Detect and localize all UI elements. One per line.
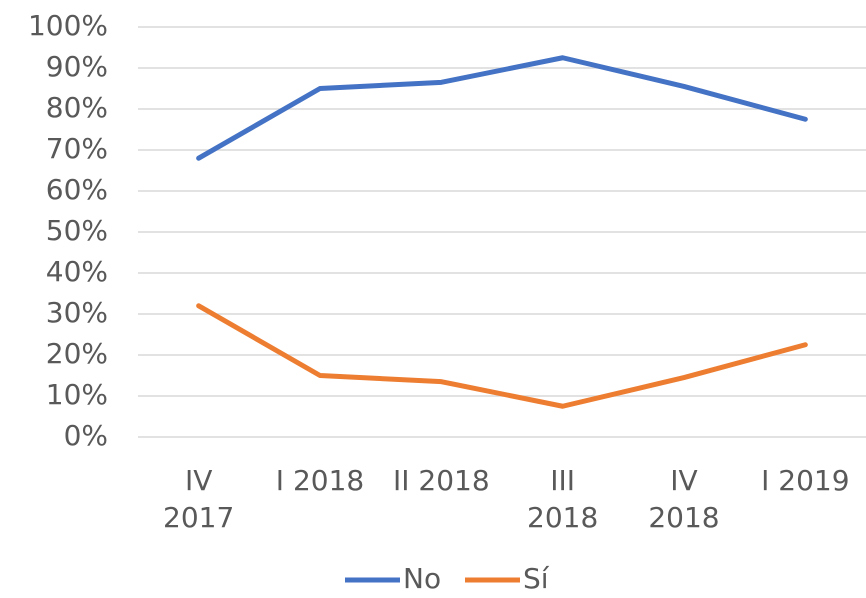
legend-label: No: [403, 562, 441, 595]
y-tick-label: 90%: [46, 50, 108, 83]
y-tick-label: 10%: [46, 378, 108, 411]
y-tick-label: 30%: [46, 296, 108, 329]
legend-label: Sí: [523, 562, 550, 595]
line-series: [196, 55, 808, 161]
y-tick-label: 80%: [46, 91, 108, 124]
x-tick-label: IV 2017: [163, 464, 235, 534]
x-tick-label: I 2018: [275, 464, 365, 497]
y-tick-label: 50%: [46, 214, 108, 247]
line-series: [196, 303, 808, 409]
y-tick-label: 60%: [46, 173, 108, 206]
x-tick-label: IV 2018: [648, 464, 720, 534]
x-tick-label: I 2019: [761, 464, 850, 497]
y-tick-label: 40%: [46, 255, 108, 288]
x-tick-label: III 2018: [527, 464, 599, 534]
x-tick-label: II 2018: [392, 464, 490, 497]
y-tick-label: 0%: [64, 419, 108, 452]
y-tick-label: 70%: [46, 132, 108, 165]
y-tick-label: 100%: [28, 9, 108, 42]
y-tick-label: 20%: [46, 337, 108, 370]
